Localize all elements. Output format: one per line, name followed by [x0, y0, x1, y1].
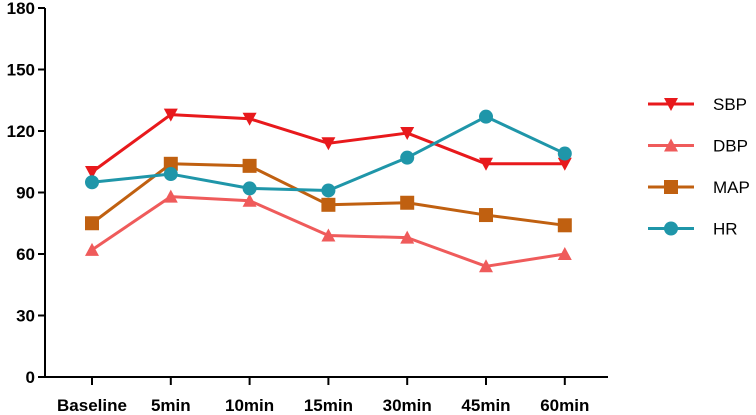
data-point-dbp	[400, 230, 415, 244]
legend-entry-map: MAP	[648, 178, 750, 197]
axes: 0 30 60 90 120 150 180 Baseline 5min 10min 15min 30…	[7, 0, 608, 415]
series-dbp	[85, 189, 572, 273]
legend-entry-hr: HR	[648, 220, 738, 239]
data-point-map	[163, 156, 178, 171]
data-point-hr	[557, 146, 572, 161]
y-tick-label: 150	[7, 61, 35, 80]
data-point-dbp	[242, 193, 257, 207]
series-line-hr	[91, 115, 566, 192]
x-tick-label: 5min	[151, 396, 191, 415]
data-point-hr	[242, 181, 257, 196]
data-point-dbp	[557, 247, 572, 260]
data-point-sbp	[400, 127, 415, 141]
data-point-sbp	[557, 157, 572, 171]
data-point-map	[479, 208, 493, 223]
data-point-map	[242, 158, 257, 173]
legend-label: SBP	[713, 95, 747, 114]
data-point-hr	[479, 109, 493, 124]
legend-entry-sbp: SBP	[648, 95, 747, 114]
legend-swatch-marker	[664, 180, 678, 194]
series-map	[85, 156, 572, 233]
data-point-dbp	[321, 228, 336, 242]
y-tick-label: 30	[16, 307, 35, 326]
legend-swatch-marker	[664, 98, 678, 111]
data-point-sbp	[242, 112, 257, 126]
legend-label: MAP	[713, 178, 750, 197]
data-point-map	[321, 197, 336, 212]
y-tick-label: 60	[16, 245, 35, 264]
data-point-sbp	[85, 166, 99, 179]
data-point-hr	[163, 167, 178, 182]
data-point-dbp	[85, 242, 99, 256]
data-point-dbp	[163, 189, 178, 203]
x-tick-label: 45min	[461, 396, 510, 415]
data-point-hr	[400, 150, 415, 165]
data-point-map	[557, 218, 572, 233]
y-tick-label: 120	[7, 122, 35, 141]
series-layer	[85, 108, 572, 273]
series-sbp	[85, 108, 572, 179]
x-tick-label: Baseline	[57, 396, 127, 415]
x-tick-label: 60min	[540, 396, 589, 415]
y-tick-label: 180	[7, 0, 35, 18]
data-point-dbp	[479, 259, 493, 273]
x-tick-label: 10min	[225, 396, 274, 415]
data-point-sbp	[479, 157, 493, 171]
data-point-map	[85, 216, 99, 231]
legend-entry-dbp: DBP	[648, 137, 748, 156]
x-tick-label: 30min	[383, 396, 432, 415]
data-point-hr	[85, 175, 99, 190]
data-point-map	[400, 195, 415, 210]
legend-swatch-marker	[664, 221, 678, 236]
legend-label: HR	[713, 220, 738, 239]
data-point-sbp	[163, 108, 178, 122]
y-tick-label: 90	[16, 184, 35, 203]
data-point-hr	[321, 183, 336, 198]
data-point-sbp	[321, 137, 336, 151]
series-hr	[85, 109, 572, 198]
legend: SBP DBP MAP HR	[648, 95, 750, 239]
legend-swatch-marker	[664, 138, 678, 152]
legend-label: DBP	[713, 137, 748, 156]
y-tick-label: 0	[26, 368, 35, 387]
x-tick-label: 15min	[304, 396, 353, 415]
